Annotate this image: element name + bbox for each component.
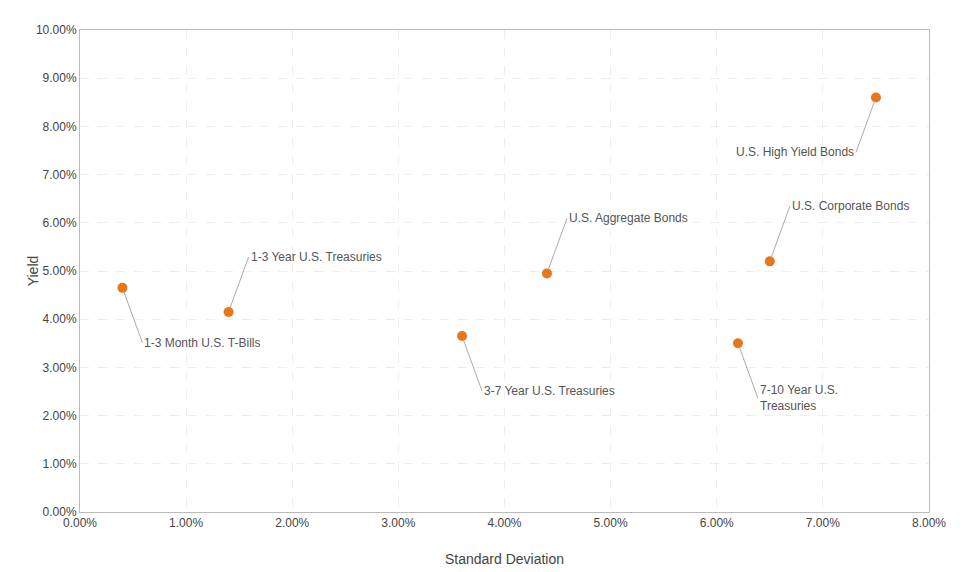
svg-text:3.00%: 3.00% <box>381 516 415 530</box>
svg-text:1.00%: 1.00% <box>43 457 77 471</box>
svg-text:5.00%: 5.00% <box>43 264 77 278</box>
svg-text:4.00%: 4.00% <box>43 312 77 326</box>
svg-text:4.00%: 4.00% <box>487 516 521 530</box>
svg-text:7.00%: 7.00% <box>43 168 77 182</box>
svg-text:7.00%: 7.00% <box>806 516 840 530</box>
svg-text:Standard Deviation: Standard Deviation <box>445 551 564 567</box>
svg-text:1-3 Month U.S. T-Bills: 1-3 Month U.S. T-Bills <box>144 336 260 350</box>
svg-text:9.00%: 9.00% <box>43 71 77 85</box>
svg-text:3.00%: 3.00% <box>43 361 77 375</box>
svg-text:3-7 Year U.S. Treasuries: 3-7 Year U.S. Treasuries <box>484 384 615 398</box>
svg-text:10.00%: 10.00% <box>36 23 77 37</box>
svg-text:2.00%: 2.00% <box>275 516 309 530</box>
svg-text:1.00%: 1.00% <box>169 516 203 530</box>
svg-text:U.S. High Yield Bonds: U.S. High Yield Bonds <box>736 145 854 159</box>
svg-text:2.00%: 2.00% <box>43 409 77 423</box>
svg-text:1-3 Year U.S. Treasuries: 1-3 Year U.S. Treasuries <box>251 250 382 264</box>
svg-text:6.00%: 6.00% <box>700 516 734 530</box>
svg-text:U.S. Corporate Bonds: U.S. Corporate Bonds <box>792 199 909 213</box>
svg-text:5.00%: 5.00% <box>594 516 628 530</box>
svg-text:8.00%: 8.00% <box>43 120 77 134</box>
svg-text:U.S. Aggregate Bonds: U.S. Aggregate Bonds <box>569 211 688 225</box>
svg-text:0.00%: 0.00% <box>63 516 97 530</box>
svg-text:8.00%: 8.00% <box>912 516 946 530</box>
svg-text:7-10 Year U.S.Treasuries: 7-10 Year U.S.Treasuries <box>760 383 838 413</box>
svg-text:Yield: Yield <box>25 256 41 287</box>
svg-text:6.00%: 6.00% <box>43 216 77 230</box>
svg-text:0.00%: 0.00% <box>43 505 77 519</box>
